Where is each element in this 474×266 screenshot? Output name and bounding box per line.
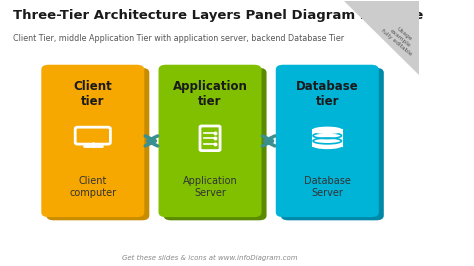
Text: Client
computer: Client computer xyxy=(69,176,117,198)
Ellipse shape xyxy=(313,138,341,144)
FancyBboxPatch shape xyxy=(41,65,144,217)
FancyBboxPatch shape xyxy=(276,65,379,217)
FancyBboxPatch shape xyxy=(75,127,110,144)
FancyBboxPatch shape xyxy=(46,68,149,220)
Text: Usage
example
fully editable: Usage example fully editable xyxy=(381,19,420,57)
FancyBboxPatch shape xyxy=(164,68,266,220)
Text: Client Tier, middle Application Tier with application server, backend Database T: Client Tier, middle Application Tier wit… xyxy=(13,34,345,43)
FancyBboxPatch shape xyxy=(200,126,220,151)
Bar xyxy=(313,130,341,146)
Text: Database
Server: Database Server xyxy=(304,176,351,198)
Ellipse shape xyxy=(313,133,341,139)
Text: Database
tier: Database tier xyxy=(296,80,359,108)
Ellipse shape xyxy=(313,127,341,133)
Text: Get these slides & icons at www.infoDiagram.com: Get these slides & icons at www.infoDiag… xyxy=(122,255,298,261)
FancyBboxPatch shape xyxy=(281,68,384,220)
Text: Application
tier: Application tier xyxy=(173,80,247,108)
FancyBboxPatch shape xyxy=(158,65,262,217)
Ellipse shape xyxy=(313,143,341,149)
Polygon shape xyxy=(344,1,419,75)
Text: Application
Server: Application Server xyxy=(182,176,237,198)
Text: Client
tier: Client tier xyxy=(73,80,112,108)
Text: Three-Tier Architecture Layers Panel Diagram Example: Three-Tier Architecture Layers Panel Dia… xyxy=(13,9,423,22)
Ellipse shape xyxy=(313,127,341,133)
